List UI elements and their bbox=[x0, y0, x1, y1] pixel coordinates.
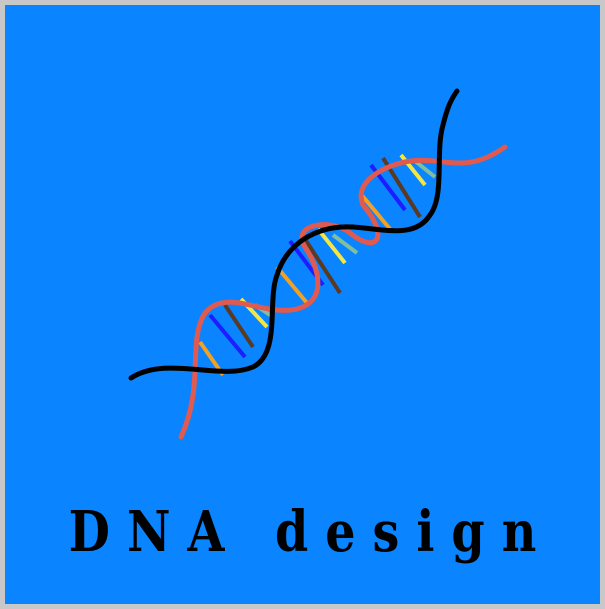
base-pair bbox=[413, 159, 437, 179]
base-pair bbox=[299, 231, 342, 295]
base-pairs bbox=[198, 153, 437, 377]
logo-title: DNA design bbox=[68, 499, 554, 565]
base-pair bbox=[275, 265, 309, 305]
strand-red bbox=[178, 144, 508, 440]
base-pair bbox=[208, 313, 247, 359]
base-pair bbox=[331, 233, 359, 255]
dna-helix-icon bbox=[128, 88, 508, 440]
strand-black bbox=[128, 88, 460, 381]
base-pair bbox=[316, 227, 347, 265]
base-pair bbox=[358, 191, 392, 231]
base-pair bbox=[223, 303, 255, 349]
